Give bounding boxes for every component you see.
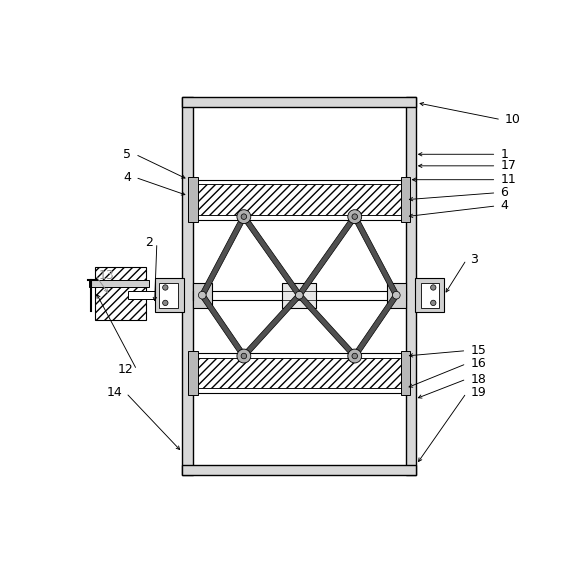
Text: 12: 12: [117, 363, 133, 376]
Bar: [421, 283, 439, 307]
Circle shape: [431, 300, 436, 306]
Text: 15: 15: [470, 344, 486, 357]
Circle shape: [198, 291, 206, 299]
Bar: [193, 358, 406, 388]
Circle shape: [237, 349, 251, 363]
Text: 18: 18: [470, 373, 486, 386]
Bar: [401, 177, 410, 222]
Text: 13: 13: [99, 269, 115, 282]
Text: 10: 10: [505, 113, 521, 126]
Bar: [401, 350, 410, 395]
Bar: [95, 268, 146, 320]
Text: 4: 4: [501, 200, 508, 213]
Circle shape: [162, 300, 168, 306]
Text: 4: 4: [124, 171, 131, 184]
Bar: [415, 278, 444, 312]
Text: 2: 2: [145, 236, 153, 249]
Polygon shape: [242, 293, 301, 358]
Bar: [193, 283, 212, 307]
Circle shape: [348, 349, 362, 363]
Polygon shape: [297, 293, 357, 358]
Text: 11: 11: [501, 173, 516, 186]
Bar: [154, 278, 184, 312]
Circle shape: [295, 291, 303, 299]
Bar: [182, 96, 193, 475]
Bar: [128, 291, 157, 299]
Bar: [182, 96, 416, 107]
Circle shape: [237, 210, 251, 223]
Text: 19: 19: [470, 387, 486, 400]
Bar: [182, 464, 416, 475]
Bar: [283, 283, 316, 307]
Bar: [193, 180, 406, 220]
Bar: [406, 96, 416, 475]
Text: 3: 3: [470, 253, 478, 266]
Bar: [193, 184, 406, 215]
Polygon shape: [353, 215, 399, 297]
Polygon shape: [200, 215, 246, 297]
Bar: [159, 283, 177, 307]
Bar: [188, 177, 198, 222]
Polygon shape: [242, 215, 302, 297]
Text: 6: 6: [501, 187, 508, 199]
Text: 1: 1: [501, 148, 508, 161]
Circle shape: [352, 214, 358, 219]
Polygon shape: [353, 294, 399, 358]
Bar: [89, 280, 149, 287]
Circle shape: [241, 353, 247, 359]
Polygon shape: [200, 294, 246, 358]
Text: 14: 14: [106, 387, 122, 400]
Circle shape: [431, 285, 436, 290]
Text: 16: 16: [470, 357, 486, 370]
Bar: [188, 350, 198, 395]
Circle shape: [392, 291, 400, 299]
Circle shape: [241, 214, 247, 219]
Text: 17: 17: [501, 159, 516, 172]
Circle shape: [162, 285, 168, 290]
Text: 5: 5: [124, 148, 131, 161]
Polygon shape: [297, 215, 357, 297]
Circle shape: [352, 353, 358, 359]
Circle shape: [348, 210, 362, 223]
Bar: [193, 353, 406, 393]
Bar: [193, 290, 406, 300]
Bar: [387, 283, 406, 307]
